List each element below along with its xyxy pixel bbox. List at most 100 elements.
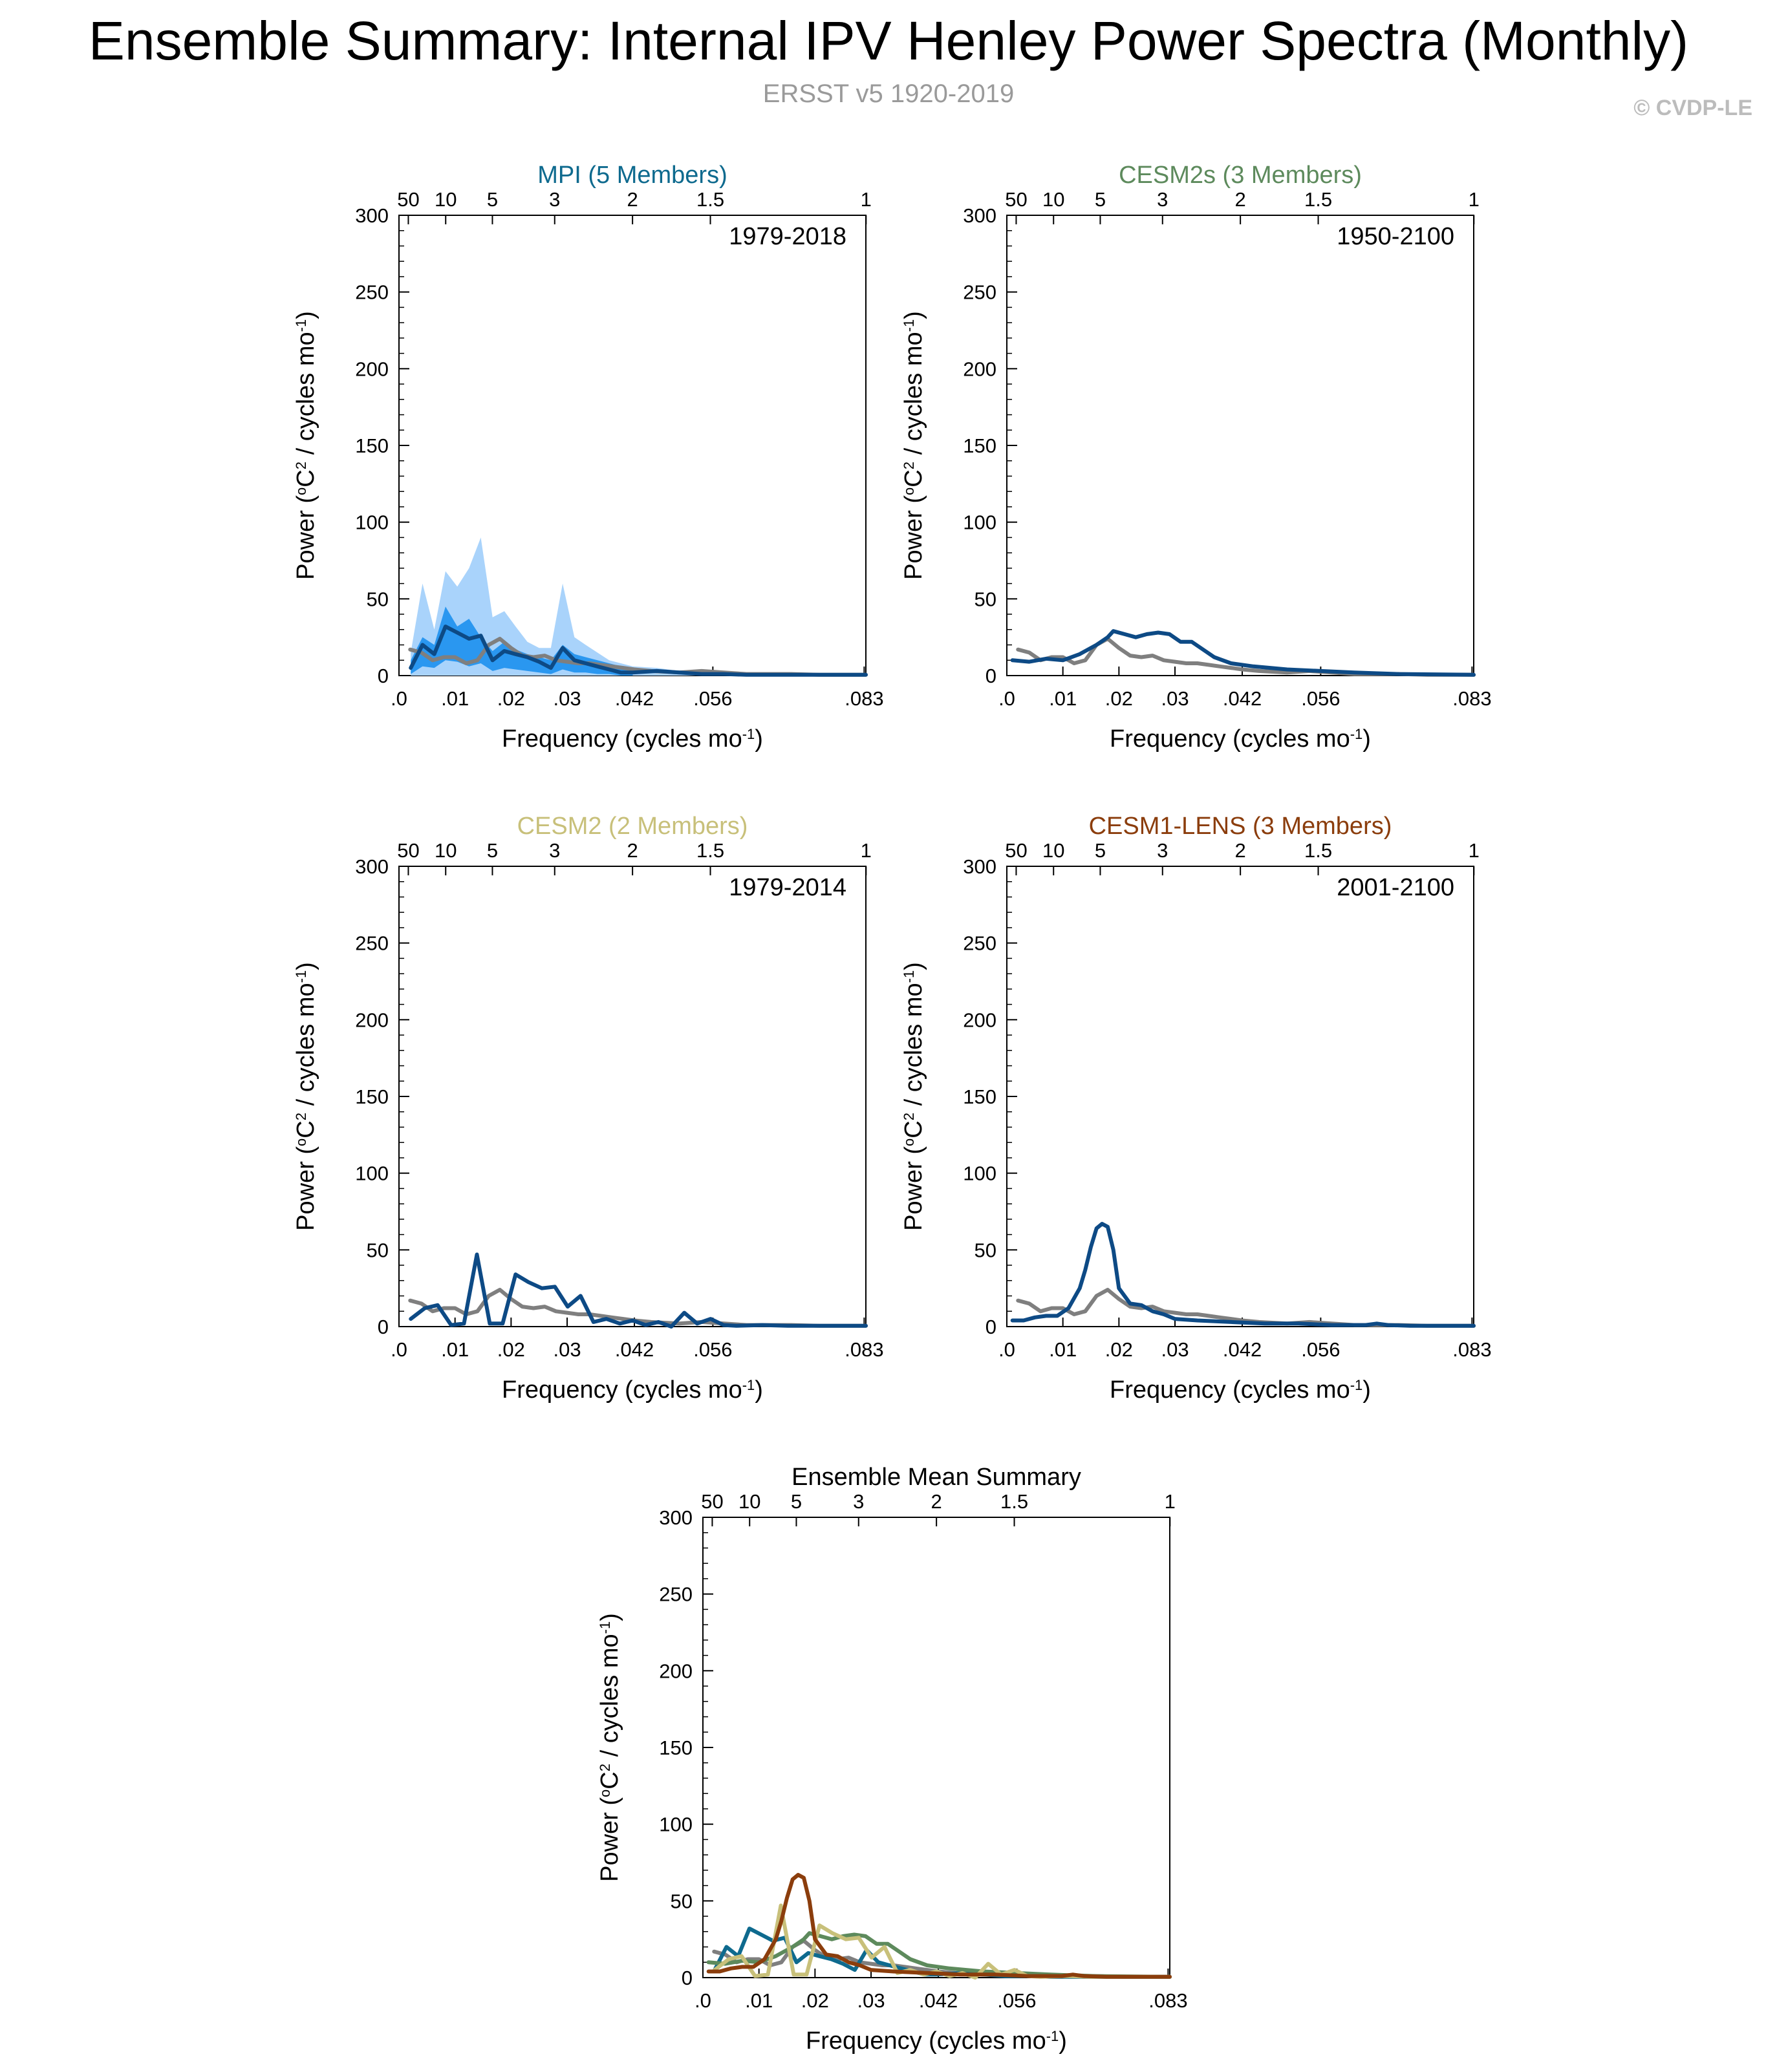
top-tick-label: 50 — [701, 1490, 723, 1513]
y-tick-label: 150 — [355, 434, 389, 457]
top-tick-label: 3 — [549, 188, 560, 211]
plot-frame — [1006, 215, 1474, 676]
y-tick-label: 250 — [355, 281, 389, 304]
x-tick-label: .056 — [997, 1989, 1036, 2012]
x-tick-label: .02 — [1105, 1338, 1133, 1361]
y-tick-label: 100 — [963, 1162, 996, 1185]
y-tick-label: 250 — [355, 932, 389, 955]
y-tick-label: 0 — [985, 665, 996, 687]
x-tick-label: .042 — [1223, 687, 1262, 710]
period-label: 1979-2014 — [729, 874, 846, 901]
x-tick-label: .042 — [919, 1989, 958, 2012]
x-tick-label: .0 — [998, 687, 1015, 710]
top-tick-label: 5 — [487, 188, 498, 211]
y-tick-label: 200 — [659, 1660, 693, 1682]
subtitle: ERSST v5 1920-2019 — [763, 80, 1014, 108]
y-axis-label: Power (oC2 / cycles mo-1) — [900, 962, 927, 1231]
x-tick-label: .042 — [1223, 1338, 1262, 1361]
top-tick-label: 2 — [627, 839, 638, 862]
y-axis-label: Power (oC2 / cycles mo-1) — [596, 1613, 623, 1882]
panel-title: CESM1-LENS (3 Members) — [1089, 813, 1392, 840]
y-tick-label: 300 — [355, 204, 389, 227]
top-tick-label: 10 — [1042, 839, 1064, 862]
y-tick-label: 300 — [659, 1506, 693, 1529]
x-tick-label: .03 — [1161, 687, 1189, 710]
top-tick-label: 1.5 — [1304, 188, 1332, 211]
top-tick-label: 3 — [549, 839, 560, 862]
y-axis-label: Power (oC2 / cycles mo-1) — [292, 311, 319, 580]
y-tick-label: 300 — [963, 855, 996, 878]
period-label: 2001-2100 — [1337, 874, 1454, 901]
x-tick-label: .083 — [845, 687, 883, 710]
top-tick-label: 1 — [861, 188, 872, 211]
y-tick-label: 50 — [367, 588, 389, 610]
x-tick-label: .01 — [1049, 687, 1077, 710]
y-tick-label: 200 — [963, 358, 996, 380]
top-tick-label: 5 — [791, 1490, 802, 1513]
top-tick-label: 1.5 — [1304, 839, 1332, 862]
x-tick-label: .056 — [1301, 1338, 1340, 1361]
series-line-ensemble-mean — [409, 1252, 868, 1329]
y-tick-label: 200 — [355, 1009, 389, 1031]
x-tick-label: .03 — [553, 1338, 581, 1361]
y-tick-label: 0 — [378, 665, 389, 687]
y-tick-label: 100 — [963, 511, 996, 534]
chart-panel-3: CESM2 (2 Members)1979-201405010015020025… — [292, 813, 884, 1404]
x-tick-label: .01 — [441, 1338, 469, 1361]
y-tick-label: 150 — [659, 1736, 693, 1759]
top-tick-label: 3 — [853, 1490, 864, 1513]
outer-spread-band — [411, 537, 724, 676]
copyright: © CVDP-LE — [1633, 96, 1752, 120]
x-tick-label: .0 — [695, 1989, 711, 2012]
y-tick-label: 200 — [355, 358, 389, 380]
y-tick-label: 150 — [963, 434, 996, 457]
top-tick-label: 10 — [435, 839, 457, 862]
y-tick-label: 0 — [378, 1316, 389, 1338]
plot-frame — [702, 1517, 1170, 1978]
y-tick-label: 50 — [671, 1890, 693, 1912]
series-line-cesm1-lens — [706, 1873, 1172, 1979]
top-tick-label: 5 — [1095, 188, 1106, 211]
x-tick-label: .02 — [497, 687, 525, 710]
panel-title: CESM2 (2 Members) — [517, 813, 748, 840]
top-tick-label: 2 — [1235, 839, 1246, 862]
chart-panel-4: CESM1-LENS (3 Members) 2001-2100 0 50 100 150… — [900, 813, 1492, 1404]
top-tick-label: 3 — [1157, 839, 1168, 862]
top-tick-label: 1 — [1469, 188, 1480, 211]
period-label: 1950-2100 — [1337, 223, 1454, 250]
y-tick-label: 50 — [975, 1239, 996, 1261]
x-tick-label: .083 — [1452, 1338, 1491, 1361]
top-tick-label: 3 — [1157, 188, 1168, 211]
x-tick-label: .01 — [745, 1989, 773, 2012]
x-axis-label: Frequency (cycles mo-1) — [806, 2027, 1067, 2055]
y-tick-label: 150 — [963, 1085, 996, 1108]
x-axis-label: Frequency (cycles mo-1) — [1110, 1376, 1371, 1404]
y-tick-label: 0 — [985, 1316, 996, 1338]
y-tick-label: 150 — [355, 1085, 389, 1108]
period-label: 1979-2018 — [729, 223, 846, 250]
y-tick-label: 100 — [355, 511, 389, 534]
series-line-observations — [1016, 1288, 1476, 1328]
top-tick-label: 2 — [931, 1490, 942, 1513]
top-tick-label: 1 — [1469, 839, 1480, 862]
x-tick-label: .0 — [391, 1338, 407, 1361]
top-tick-label: 10 — [1042, 188, 1064, 211]
top-tick-label: 1 — [861, 839, 872, 862]
x-tick-label: .0 — [998, 1338, 1015, 1361]
panel-title: MPI (5 Members) — [537, 162, 727, 189]
plot-frame — [398, 866, 867, 1327]
x-tick-label: .083 — [845, 1338, 883, 1361]
y-tick-label: 50 — [367, 1239, 389, 1261]
chart-panel-2: CESM2s (3 Members)1950-21000501001502002… — [900, 162, 1492, 753]
panel-title: Ensemble Mean Summary — [792, 1464, 1081, 1491]
x-tick-label: .03 — [553, 687, 581, 710]
top-tick-label: 10 — [435, 188, 457, 211]
top-tick-label: 1 — [1165, 1490, 1176, 1513]
y-tick-label: 200 — [963, 1009, 996, 1031]
x-tick-label: .02 — [801, 1989, 829, 2012]
series-line-observations — [1016, 637, 1476, 677]
top-tick-label: 1.5 — [1000, 1490, 1028, 1513]
chart-panel-1: MPI (5 Members) 1979-2018 0 50 100 150 200 250 3… — [292, 162, 884, 753]
series-line-ensemble-mean — [1010, 629, 1476, 677]
